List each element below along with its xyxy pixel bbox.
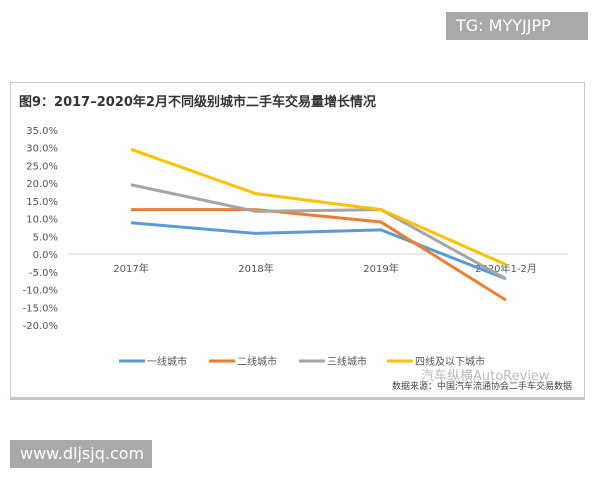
- y-tick-label: -10.0%: [23, 286, 58, 297]
- y-tick-label: -20.0%: [23, 321, 58, 332]
- legend-label: 一线城市: [147, 355, 187, 368]
- series-line-4: [130, 147, 507, 267]
- watermark-top: TG: MYYJJPP: [446, 12, 588, 40]
- legend-label: 二线城市: [237, 355, 277, 368]
- y-tick-label: 20.0%: [26, 179, 58, 190]
- y-tick-label: -15.0%: [23, 303, 58, 314]
- data-source: 数据来源：中国汽车流通协会二手车交易数据: [391, 382, 572, 392]
- y-tick-label: -5.0%: [29, 268, 58, 279]
- x-tick-label: 2017年: [113, 262, 148, 275]
- chart-title: 图9：2017–2020年2月不同级别城市二手车交易量增长情况: [19, 95, 376, 110]
- series-line-3: [130, 183, 507, 281]
- x-tick-label: 2019年: [363, 262, 398, 275]
- watermark-bottom: www.dljsjq.com: [10, 440, 152, 468]
- line-chart: 35.0% 30.0% 25.0% 20.0% 15.0% 10.0% 5.0% 0.0% -5…: [23, 126, 568, 368]
- series-line-1: [130, 221, 507, 281]
- watermark-overlay: 汽车纵横AutoReview: [421, 369, 550, 384]
- y-tick-label: 5.0%: [33, 232, 58, 243]
- x-tick-label: 2018年: [238, 262, 273, 275]
- y-tick-label: 0.0%: [33, 250, 58, 261]
- chart-frame: 图9：2017–2020年2月不同级别城市二手车交易量增长情况 35.0% 30.…: [10, 82, 585, 400]
- legend-label: 三线城市: [327, 355, 367, 368]
- y-tick-label: 10.0%: [26, 215, 58, 226]
- y-tick-label: 30.0%: [26, 144, 58, 155]
- legend-label: 四线及以下城市: [415, 355, 485, 368]
- y-tick-label: 15.0%: [26, 197, 58, 208]
- y-tick-label: 25.0%: [26, 161, 58, 172]
- y-tick-label: 35.0%: [26, 126, 58, 137]
- series-line-2: [131, 208, 507, 302]
